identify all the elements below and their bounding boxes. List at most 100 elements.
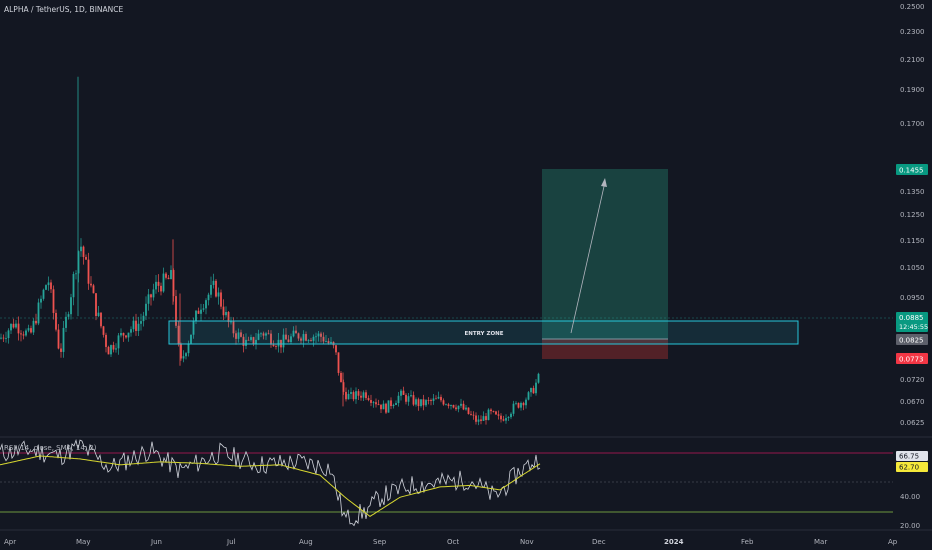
candle-body <box>250 337 252 340</box>
candle-body <box>467 407 470 415</box>
target-price-label: 0.1455 <box>899 167 924 175</box>
time-label: Sep <box>373 538 387 546</box>
candle-body <box>265 333 267 336</box>
candle-body <box>295 330 297 334</box>
candle-body <box>105 334 107 347</box>
candle-body <box>347 393 350 400</box>
candle-body <box>255 339 257 344</box>
candle-body <box>525 399 527 406</box>
candle-body <box>317 333 320 337</box>
candle-body <box>97 312 100 316</box>
candle-body <box>197 310 200 314</box>
price-tick: 0.0720 <box>900 376 925 384</box>
target-profit-zone[interactable] <box>542 169 668 339</box>
stop-price-tag <box>896 353 928 364</box>
candle-body <box>445 404 447 406</box>
candle-body <box>15 323 17 328</box>
candle-body <box>120 333 122 336</box>
candle-body <box>482 416 485 421</box>
candle-body <box>55 312 57 330</box>
candle-body <box>152 289 155 298</box>
candle-body <box>25 330 27 336</box>
candle-body <box>510 413 512 418</box>
candle-body <box>287 339 290 343</box>
candle-body <box>375 402 377 405</box>
candlestick-series <box>0 76 540 426</box>
price-tick: 0.0670 <box>900 398 925 406</box>
target-arrow[interactable] <box>570 181 606 334</box>
candle-body <box>200 309 202 314</box>
candle-body <box>330 341 332 344</box>
time-label: Jul <box>226 538 236 546</box>
candle-body <box>422 399 425 406</box>
candle-body <box>45 285 47 290</box>
candle-body <box>327 341 330 344</box>
candle-body <box>110 345 112 355</box>
rsi-value-tag <box>896 451 928 461</box>
candle-body <box>242 336 245 346</box>
candle-body <box>530 388 532 393</box>
candle-body <box>100 312 102 327</box>
candle-body <box>5 338 7 339</box>
candle-body <box>42 289 45 299</box>
candle-body <box>202 308 205 310</box>
candle-body <box>187 343 190 354</box>
candle-body <box>52 289 55 313</box>
rsi-indicator-label[interactable]: RSI (14, close, SMA, 14, 2) <box>4 444 97 452</box>
candle-body <box>527 392 530 400</box>
price-tick: 0.1250 <box>900 211 925 219</box>
candle-body <box>27 328 30 331</box>
candle-body <box>350 392 352 394</box>
candle-body <box>305 334 307 341</box>
candle-body <box>90 283 92 286</box>
candle-body <box>520 402 522 408</box>
candle-body <box>500 415 502 420</box>
candle-body <box>175 296 177 326</box>
candle-body <box>355 391 357 400</box>
candle-body <box>440 396 442 401</box>
candle-body <box>457 405 460 410</box>
price-tick: 0.1050 <box>900 264 925 272</box>
time-axis[interactable]: Apr May Jun Jul Aug Sep Oct Nov Dec 2024… <box>4 538 898 546</box>
candle-body <box>365 392 367 399</box>
candle-body <box>35 320 37 324</box>
candle-body <box>352 392 355 400</box>
price-axis[interactable]: 0.2500 0.2300 0.2100 0.1900 0.1700 0.135… <box>900 3 925 427</box>
time-label: Dec <box>592 538 606 546</box>
arrow-head-icon <box>601 178 607 187</box>
price-tick: 0.1900 <box>900 86 925 94</box>
candle-body <box>442 400 445 405</box>
candle-body <box>235 333 237 339</box>
candle-body <box>517 402 520 408</box>
candle-body <box>320 333 322 337</box>
candle-body <box>452 404 455 408</box>
candle-body <box>345 391 347 400</box>
entry-zone-box[interactable] <box>168 320 799 345</box>
candle-body <box>470 414 472 415</box>
candle-body <box>272 344 275 347</box>
candle-body <box>252 337 255 344</box>
candle-body <box>285 334 287 340</box>
candle-body <box>382 403 385 410</box>
candle-body <box>412 395 415 405</box>
candle-body <box>227 312 230 323</box>
time-label: Apr <box>4 538 16 546</box>
candle-body <box>537 373 540 383</box>
candle-body <box>85 256 87 260</box>
candle-body <box>247 339 250 341</box>
candle-body <box>432 398 435 402</box>
stop-price-label: 0.0773 <box>899 356 924 364</box>
rsi-sma-tag <box>896 462 928 472</box>
candle-body <box>292 330 295 337</box>
candle-body <box>150 294 152 298</box>
candle-body <box>112 345 115 350</box>
candle-body <box>502 419 505 421</box>
candle-body <box>267 333 270 335</box>
candle-body <box>245 339 247 346</box>
candle-body <box>340 372 342 383</box>
candle-body <box>155 281 157 290</box>
candle-body <box>165 273 167 278</box>
rsi-line <box>0 438 541 527</box>
candle-body <box>180 343 182 359</box>
